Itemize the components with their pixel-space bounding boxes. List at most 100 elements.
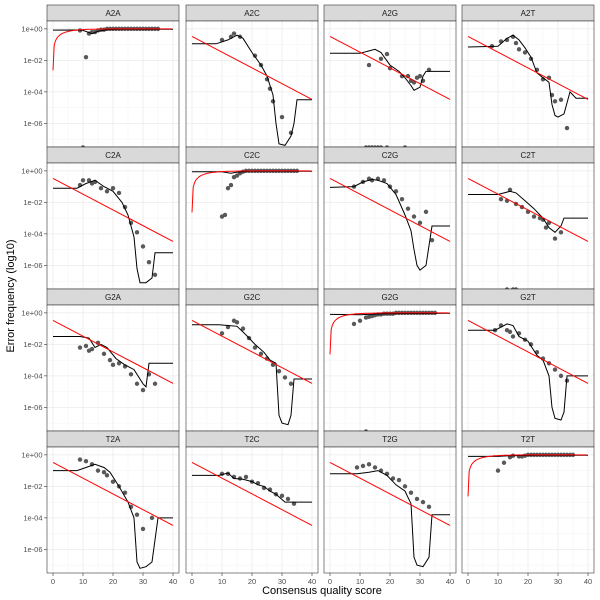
data-point (83, 55, 89, 60)
data-point (558, 373, 564, 379)
y-tick-label: 1e-06 (23, 545, 42, 554)
facet-panel-g2g: G2G (323, 288, 457, 432)
data-point (378, 56, 384, 61)
facet-panel-c2c: C2C (185, 146, 319, 290)
data-point (101, 470, 107, 475)
data-point (225, 471, 231, 476)
data-point (101, 351, 107, 357)
y-tick-label: 1e-04 (23, 229, 42, 238)
nominal-error-line (329, 35, 451, 100)
nominal-error-line (191, 461, 313, 526)
y-tick-label: 1e+00 (21, 24, 42, 33)
data-point (372, 465, 378, 470)
x-tick-label: 0 (466, 577, 470, 586)
facet-title: A2A (105, 9, 121, 18)
data-point (243, 474, 249, 480)
nominal-error-line (467, 454, 587, 497)
data-point (564, 125, 570, 131)
data-point (402, 484, 408, 489)
y-tick-label: 1e-06 (23, 403, 42, 412)
data-point (95, 468, 101, 473)
facet-panel-c2t: C2T (461, 146, 595, 290)
data-point (288, 381, 294, 386)
fitted-error-line (329, 178, 450, 271)
x-tick-label: 30 (554, 577, 562, 586)
data-point (276, 368, 282, 374)
nominal-error-line (52, 461, 174, 526)
x-tick-label: 10 (218, 577, 226, 586)
data-point (234, 173, 240, 178)
data-point (80, 178, 86, 183)
data-point (140, 387, 146, 393)
y-tick-label: 1e+00 (21, 166, 42, 175)
facet-title: C2C (244, 151, 260, 160)
data-point (558, 230, 564, 235)
facet-panel-a2g: A2G (323, 4, 457, 148)
data-point (110, 186, 116, 191)
data-point (83, 343, 89, 349)
y-tick-label: 1e+00 (21, 450, 42, 459)
y-tick-label: 1e-02 (23, 198, 42, 207)
data-point (531, 214, 537, 219)
data-point (522, 50, 528, 55)
x-axis-title: Consensus quality score (262, 585, 382, 597)
data-point (83, 458, 89, 464)
data-point (411, 214, 417, 219)
y-tick-label: 1e+00 (21, 308, 42, 317)
data-point (86, 178, 92, 183)
data-point (381, 178, 387, 183)
x-tick-label: 30 (416, 577, 424, 586)
data-point (384, 51, 390, 57)
data-point (396, 477, 402, 483)
nominal-error-line (329, 177, 451, 242)
nominal-error-line (467, 319, 589, 384)
y-axis-title: Error frequency (log10) (5, 239, 17, 352)
data-point (258, 351, 264, 357)
nominal-error-line (52, 177, 174, 242)
floor-point (513, 287, 519, 289)
data-point (417, 220, 423, 226)
data-point (513, 40, 519, 46)
data-point (240, 326, 246, 331)
data-point (110, 362, 116, 368)
data-point (552, 236, 558, 241)
fitted-error-line (192, 472, 312, 503)
y-tick-label: 1e-02 (23, 482, 42, 491)
data-point (107, 357, 113, 363)
nominal-error-line (52, 28, 172, 71)
data-point (222, 212, 228, 218)
data-point (116, 190, 122, 196)
data-point (417, 73, 423, 79)
x-tick-label: 40 (169, 577, 177, 586)
y-tick-label: 1e-06 (23, 119, 42, 128)
data-point (552, 99, 558, 104)
nominal-error-line (191, 170, 311, 213)
data-point (285, 496, 291, 502)
y-tick-label: 1e-06 (23, 261, 42, 270)
facet-panel-a2c: A2C (185, 4, 319, 148)
floor-point (363, 429, 369, 431)
data-point (498, 197, 504, 202)
fitted-error-line (467, 34, 588, 118)
data-point (360, 463, 366, 469)
x-tick-label: 20 (109, 577, 117, 586)
facet-title: C2T (520, 151, 535, 160)
data-point (495, 468, 501, 473)
x-tick-label: 30 (139, 577, 147, 586)
x-tick-label: 10 (494, 577, 502, 586)
x-tick-label: 0 (190, 577, 194, 586)
floor-point (384, 145, 390, 147)
data-point (366, 462, 372, 467)
facet-title: A2T (521, 9, 536, 18)
data-point (98, 186, 104, 191)
x-tick-label: 20 (386, 577, 394, 586)
nominal-error-line (329, 461, 451, 526)
floor-point (80, 145, 86, 147)
data-point (552, 367, 558, 372)
data-point (149, 515, 155, 521)
data-point (405, 206, 411, 211)
y-tick-label: 1e-02 (23, 56, 42, 65)
data-point (104, 189, 110, 194)
facet-panel-g2t: G2T (461, 288, 595, 432)
